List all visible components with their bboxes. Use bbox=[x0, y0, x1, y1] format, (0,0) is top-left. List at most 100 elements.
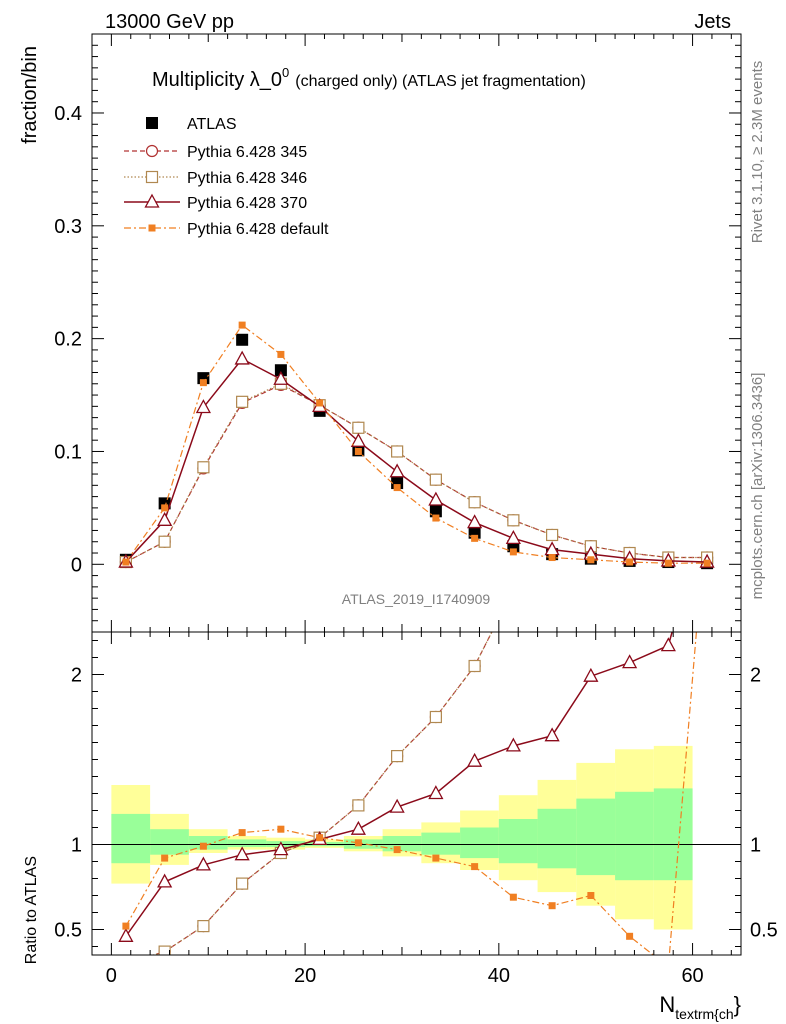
ratio-panel-data bbox=[92, 632, 741, 969]
ratio-point-pythia-6-428-default-8 bbox=[432, 854, 440, 862]
ratio-point-pythia-6-428-default-9 bbox=[471, 863, 479, 871]
point-pythia-6-428-default-6 bbox=[354, 447, 362, 455]
y-tick-label-top-2: 0.2 bbox=[54, 329, 82, 351]
point-pythia-6-428-370-8 bbox=[428, 491, 444, 506]
point-pythia-6-428-346-11 bbox=[546, 528, 559, 542]
point-pythia-6-428-370-2 bbox=[195, 399, 211, 414]
point-pythia-6-428-default-15 bbox=[703, 559, 711, 567]
series-line-pythia-6-428-default bbox=[125, 324, 708, 564]
ratio-point-pythia-6-428-370-2 bbox=[195, 856, 211, 871]
ratio-point-pythia-6-428-default-6 bbox=[354, 839, 362, 847]
x-axis-title-close: } bbox=[734, 992, 741, 1017]
point-pythia-6-428-default-12 bbox=[587, 556, 595, 564]
x-tick-label-40: 40 bbox=[488, 965, 510, 987]
point-pythia-6-428-346-2 bbox=[197, 461, 210, 474]
legend-label-atlas: ATLAS bbox=[187, 116, 237, 133]
point-pythia-6-428-370-3 bbox=[234, 350, 250, 365]
point-pythia-6-428-346-6 bbox=[352, 421, 365, 434]
chart-title-rest: (charged only) (ATLAS jet fragmentation) bbox=[295, 73, 586, 90]
band-green-2 bbox=[188, 836, 228, 850]
y-tick-label-ratio-left-1: 1 bbox=[71, 835, 82, 857]
ratio-point-pythia-6-428-370-7 bbox=[389, 798, 405, 813]
band-green-13 bbox=[615, 791, 654, 881]
point-atlas-4 bbox=[274, 364, 287, 377]
point-pythia-6-428-346-3 bbox=[236, 395, 249, 408]
band-green-12 bbox=[576, 798, 616, 876]
point-pythia-6-428-default-11 bbox=[548, 554, 556, 562]
ratio-point-pythia-6-428-346-8 bbox=[429, 710, 442, 724]
ratio-point-pythia-6-428-370-9 bbox=[467, 752, 483, 767]
ratio-point-pythia-6-428-345-0 bbox=[120, 958, 131, 969]
legend-marker-346 bbox=[145, 170, 159, 184]
legend-label-346: Pythia 6.428 346 bbox=[187, 170, 307, 187]
band-green-7 bbox=[382, 836, 422, 852]
y-tick-label-ratio-right-0: 0.5 bbox=[750, 920, 778, 942]
legend-label-345: Pythia 6.428 345 bbox=[187, 144, 307, 161]
ratio-point-pythia-6-428-346-3 bbox=[236, 877, 249, 890]
ratio-point-pythia-6-428-370-3 bbox=[234, 846, 250, 861]
ratio-line-pythia-6-428-default bbox=[125, 632, 698, 955]
band-green-10 bbox=[498, 819, 538, 864]
band-green-0 bbox=[111, 813, 151, 864]
x-axis-title: Ntextrm{ch} bbox=[659, 992, 741, 1022]
series-line-pythia-6-428-370 bbox=[125, 357, 708, 563]
ratio-point-pythia-6-428-346-9 bbox=[468, 659, 481, 673]
analysis-label: ATLAS_2019_I1740909 bbox=[342, 591, 491, 607]
ratio-point-pythia-6-428-default-13 bbox=[626, 932, 634, 940]
ratio-point-pythia-6-428-default-0 bbox=[122, 922, 130, 930]
point-pythia-6-428-370-10 bbox=[505, 529, 521, 545]
legend-marker-370 bbox=[144, 193, 160, 208]
ratio-point-pythia-6-428-346-6 bbox=[352, 799, 365, 812]
point-pythia-6-428-default-9 bbox=[471, 534, 479, 542]
point-pythia-6-428-346-1 bbox=[158, 535, 171, 548]
chart-title-main: Multiplicity λ_0 bbox=[152, 69, 282, 91]
rivet-label: Rivet 3.1.10, ≥ 2.3M events bbox=[749, 61, 766, 244]
ratio-point-pythia-6-428-370-11 bbox=[544, 727, 560, 742]
point-pythia-6-428-default-8 bbox=[432, 514, 440, 522]
x-tick-label-0: 0 bbox=[106, 965, 117, 987]
y-tick-label-ratio-right-1: 1 bbox=[750, 835, 761, 857]
chart-title: Multiplicity λ_00 (charged only) (ATLAS j… bbox=[152, 65, 586, 91]
ratio-point-pythia-6-428-default-5 bbox=[316, 834, 324, 842]
y-axis-title-top: fraction/bin bbox=[19, 46, 41, 144]
band-green-11 bbox=[537, 808, 577, 869]
point-atlas-8 bbox=[429, 505, 442, 518]
band-green-1 bbox=[150, 829, 189, 855]
y-axis-title-ratio: Ratio to ATLAS bbox=[23, 856, 40, 964]
ratio-point-pythia-6-428-346-2 bbox=[197, 919, 210, 933]
legend-label-370: Pythia 6.428 370 bbox=[187, 195, 307, 212]
y-tick-label-ratio-right-2: 2 bbox=[750, 665, 761, 687]
mcplots-label: mcplots.cern.ch [arXiv:1306.3436] bbox=[749, 373, 766, 600]
ratio-point-pythia-6-428-default-10 bbox=[509, 893, 517, 901]
x-axis-title-sub: textrm{ch bbox=[675, 1006, 733, 1022]
legend: ATLAS Pythia 6.428 345 Pythia 6.428 346 … bbox=[124, 116, 329, 238]
legend-label-default: Pythia 6.428 default bbox=[187, 221, 329, 238]
y-tick-label-top-1: 0.1 bbox=[54, 441, 82, 463]
point-pythia-6-428-default-3 bbox=[238, 321, 246, 329]
band-green-8 bbox=[421, 832, 461, 855]
point-pythia-6-428-346-7 bbox=[391, 445, 404, 458]
point-pythia-6-428-default-2 bbox=[199, 379, 207, 387]
ratio-point-pythia-6-428-default-12 bbox=[587, 892, 595, 899]
series-line-pythia-6-428-345 bbox=[125, 384, 708, 563]
point-pythia-6-428-default-5 bbox=[316, 399, 324, 407]
band-green-9 bbox=[460, 827, 499, 859]
axes: 0 20 40 60 0 0.1 0.2 0.3 0.4 0.5 0.5 1 1 2 2 bbox=[54, 33, 778, 987]
ratio-point-pythia-6-428-346-7 bbox=[391, 749, 404, 763]
energy-label: 13000 GeV pp bbox=[105, 11, 234, 33]
ratio-line-pythia-6-428-346 bbox=[151, 632, 493, 955]
point-atlas-3 bbox=[236, 333, 249, 346]
point-pythia-6-428-346-9 bbox=[468, 496, 481, 509]
x-axis-title-main: N bbox=[659, 992, 675, 1017]
x-tick-label-20: 20 bbox=[294, 965, 316, 987]
band-green-3 bbox=[227, 839, 267, 848]
point-pythia-6-428-default-0 bbox=[122, 558, 130, 566]
point-pythia-6-428-370-7 bbox=[389, 463, 405, 478]
point-pythia-6-428-346-8 bbox=[429, 473, 442, 486]
process-label: Jets bbox=[694, 11, 731, 33]
y-tick-label-ratio-left-0: 0.5 bbox=[54, 920, 82, 942]
chart-title-superscript: 0 bbox=[282, 65, 289, 80]
point-pythia-6-428-default-7 bbox=[393, 484, 401, 492]
ratio-point-pythia-6-428-370-13 bbox=[622, 654, 638, 669]
